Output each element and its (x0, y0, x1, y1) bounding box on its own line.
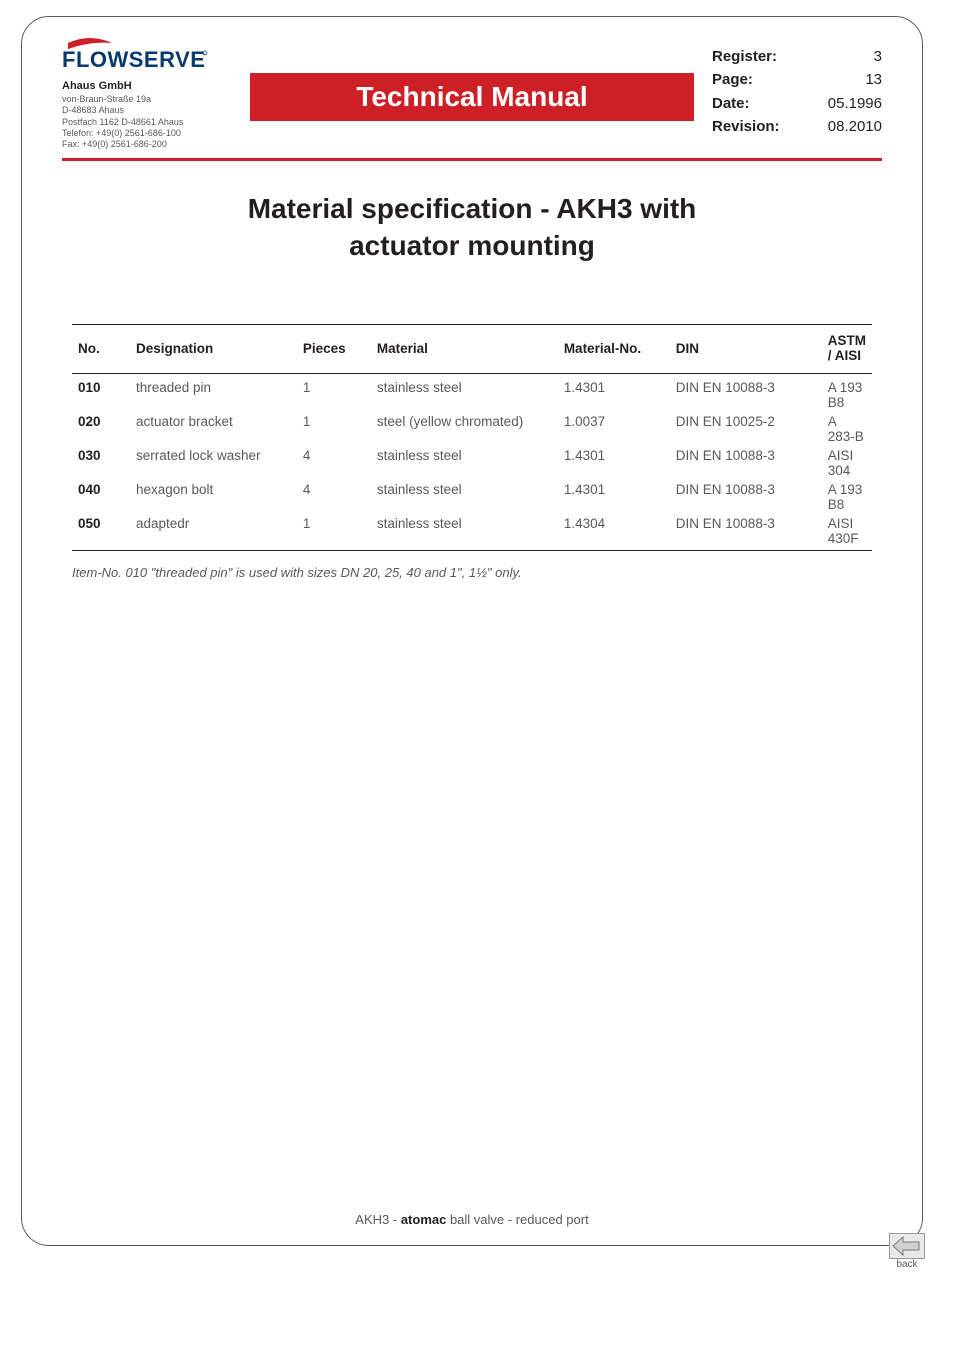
address-line-3: Telefon: +49(0) 2561-686-100 (62, 128, 232, 139)
table-cell: 1 (297, 514, 371, 551)
footnote: Item-No. 010 "threaded pin" is used with… (72, 565, 872, 580)
table-cell: DIN EN 10088-3 (670, 480, 822, 514)
table-cell: DIN EN 10025-2 (670, 412, 822, 446)
table-cell: 030 (72, 446, 130, 480)
table-cell: 050 (72, 514, 130, 551)
table-cell: 4 (297, 480, 371, 514)
svg-text:R: R (203, 52, 206, 56)
table-cell: steel (yellow chromated) (371, 412, 558, 446)
meta-value: 08.2010 (828, 115, 882, 138)
table-cell: 040 (72, 480, 130, 514)
doc-title-line1: Material specification - AKH3 with (248, 193, 697, 224)
footer-prefix: AKH3 - (355, 1212, 401, 1227)
svg-text:FLOWSERVE: FLOWSERVE (62, 47, 205, 72)
table-cell: stainless steel (371, 374, 558, 413)
table-cell: serrated lock washer (130, 446, 297, 480)
table-cell: 1.4301 (558, 480, 670, 514)
table-cell: stainless steel (371, 514, 558, 551)
spec-table: No. Designation Pieces Material Material… (72, 324, 872, 551)
logo-block: FLOWSERVE R Ahaus GmbH von-Braun-Straße … (62, 35, 232, 150)
document-title: Material specification - AKH3 with actua… (62, 191, 882, 264)
header: FLOWSERVE R Ahaus GmbH von-Braun-Straße … (62, 35, 882, 161)
table-header-row: No. Designation Pieces Material Material… (72, 325, 872, 374)
th-designation: Designation (130, 325, 297, 374)
flowserve-logo: FLOWSERVE R (62, 35, 232, 76)
meta-label: Revision: (712, 115, 780, 138)
table-cell: 1 (297, 374, 371, 413)
table-cell: stainless steel (371, 480, 558, 514)
table-cell: DIN EN 10088-3 (670, 514, 822, 551)
table-cell: A 193 B8 (822, 480, 872, 514)
table-cell: DIN EN 10088-3 (670, 374, 822, 413)
spec-table-wrap: No. Designation Pieces Material Material… (72, 324, 872, 551)
table-cell: 1.4304 (558, 514, 670, 551)
meta-block: Register: 3 Page: 13 Date: 05.1996 Revis… (712, 35, 882, 138)
table-row: 040hexagon bolt4stainless steel1.4301DIN… (72, 480, 872, 514)
table-row: 050adaptedr1stainless steel1.4304DIN EN … (72, 514, 872, 551)
meta-row: Date: 05.1996 (712, 92, 882, 115)
table-cell: adaptedr (130, 514, 297, 551)
meta-value: 05.1996 (828, 92, 882, 115)
table-cell: AISI 430F (822, 514, 872, 551)
table-cell: actuator bracket (130, 412, 297, 446)
back-label: back (896, 1259, 917, 1270)
back-arrow-icon (889, 1233, 925, 1259)
meta-value: 3 (874, 45, 882, 68)
meta-row: Revision: 08.2010 (712, 115, 882, 138)
address-line-1: D-48683 Ahaus (62, 105, 232, 116)
table-row: 010threaded pin1stainless steel1.4301DIN… (72, 374, 872, 413)
table-cell: hexagon bolt (130, 480, 297, 514)
table-cell: A 283-B (822, 412, 872, 446)
meta-label: Page: (712, 68, 753, 91)
address-line-0: von-Braun-Straße 19a (62, 94, 232, 105)
table-cell: stainless steel (371, 446, 558, 480)
th-pieces: Pieces (297, 325, 371, 374)
table-row: 030serrated lock washer4stainless steel1… (72, 446, 872, 480)
meta-row: Register: 3 (712, 45, 882, 68)
company-name: Ahaus GmbH (62, 80, 232, 94)
th-material-no: Material-No. (558, 325, 670, 374)
th-material: Material (371, 325, 558, 374)
title-band: Technical Manual (250, 73, 694, 121)
meta-row: Page: 13 (712, 68, 882, 91)
th-no: No. (72, 325, 130, 374)
footer-bold: atomac (401, 1212, 447, 1227)
table-cell: A 193 B8 (822, 374, 872, 413)
back-button[interactable]: back (885, 1233, 929, 1270)
th-astm: ASTM / AISI (822, 325, 872, 374)
footer: AKH3 - atomac ball valve - reduced port (22, 1212, 922, 1227)
address-line-4: Fax: +49(0) 2561-686-200 (62, 139, 232, 150)
table-cell: AISI 304 (822, 446, 872, 480)
table-cell: threaded pin (130, 374, 297, 413)
footer-suffix: ball valve - reduced port (446, 1212, 588, 1227)
doc-title-line2: actuator mounting (349, 230, 595, 261)
address-line-2: Postfach 1162 D-48661 Ahaus (62, 117, 232, 128)
table-cell: 020 (72, 412, 130, 446)
table-cell: 1.4301 (558, 374, 670, 413)
banner-title: Technical Manual (250, 73, 694, 121)
th-din: DIN (670, 325, 822, 374)
table-row: 020actuator bracket1steel (yellow chroma… (72, 412, 872, 446)
page-frame: FLOWSERVE R Ahaus GmbH von-Braun-Straße … (21, 16, 923, 1246)
table-cell: DIN EN 10088-3 (670, 446, 822, 480)
table-cell: 1.0037 (558, 412, 670, 446)
meta-label: Date: (712, 92, 750, 115)
meta-label: Register: (712, 45, 777, 68)
table-cell: 1 (297, 412, 371, 446)
table-cell: 1.4301 (558, 446, 670, 480)
table-cell: 4 (297, 446, 371, 480)
table-cell: 010 (72, 374, 130, 413)
meta-value: 13 (865, 68, 882, 91)
